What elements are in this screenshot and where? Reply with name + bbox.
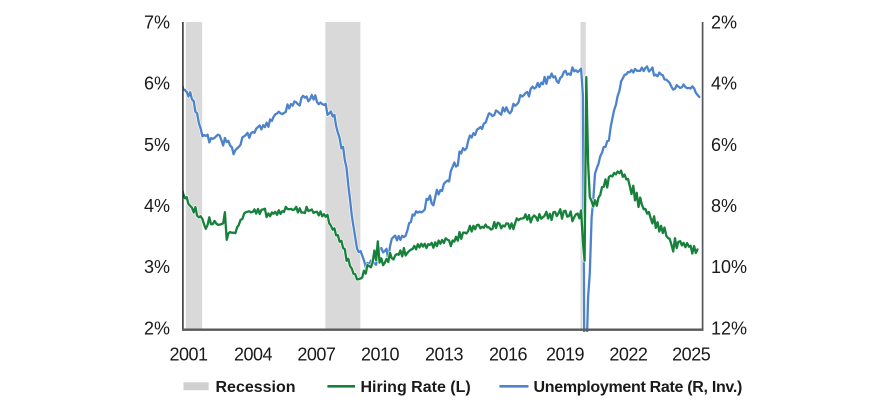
svg-text:2016: 2016 (489, 345, 528, 365)
svg-text:2025: 2025 (672, 345, 711, 365)
svg-text:7%: 7% (144, 12, 170, 32)
svg-text:3%: 3% (144, 257, 170, 277)
svg-text:2007: 2007 (297, 345, 336, 365)
svg-text:2001: 2001 (169, 345, 208, 365)
svg-text:12%: 12% (711, 318, 747, 338)
svg-text:6%: 6% (711, 135, 737, 155)
svg-text:8%: 8% (711, 196, 737, 216)
svg-text:2%: 2% (144, 318, 170, 338)
svg-text:4%: 4% (711, 74, 737, 94)
svg-text:2013: 2013 (425, 345, 464, 365)
svg-text:Recession: Recession (216, 379, 296, 396)
svg-text:5%: 5% (144, 135, 170, 155)
svg-text:Hiring Rate (L): Hiring Rate (L) (361, 379, 471, 396)
svg-text:2022: 2022 (609, 345, 648, 365)
svg-text:10%: 10% (711, 257, 747, 277)
svg-text:6%: 6% (144, 74, 170, 94)
svg-text:2010: 2010 (361, 345, 400, 365)
svg-text:2004: 2004 (234, 345, 273, 365)
svg-text:2%: 2% (711, 12, 737, 32)
svg-text:Unemployment Rate (R, Inv.): Unemployment Rate (R, Inv.) (534, 379, 743, 396)
svg-text:4%: 4% (144, 196, 170, 216)
svg-text:2019: 2019 (546, 345, 585, 365)
